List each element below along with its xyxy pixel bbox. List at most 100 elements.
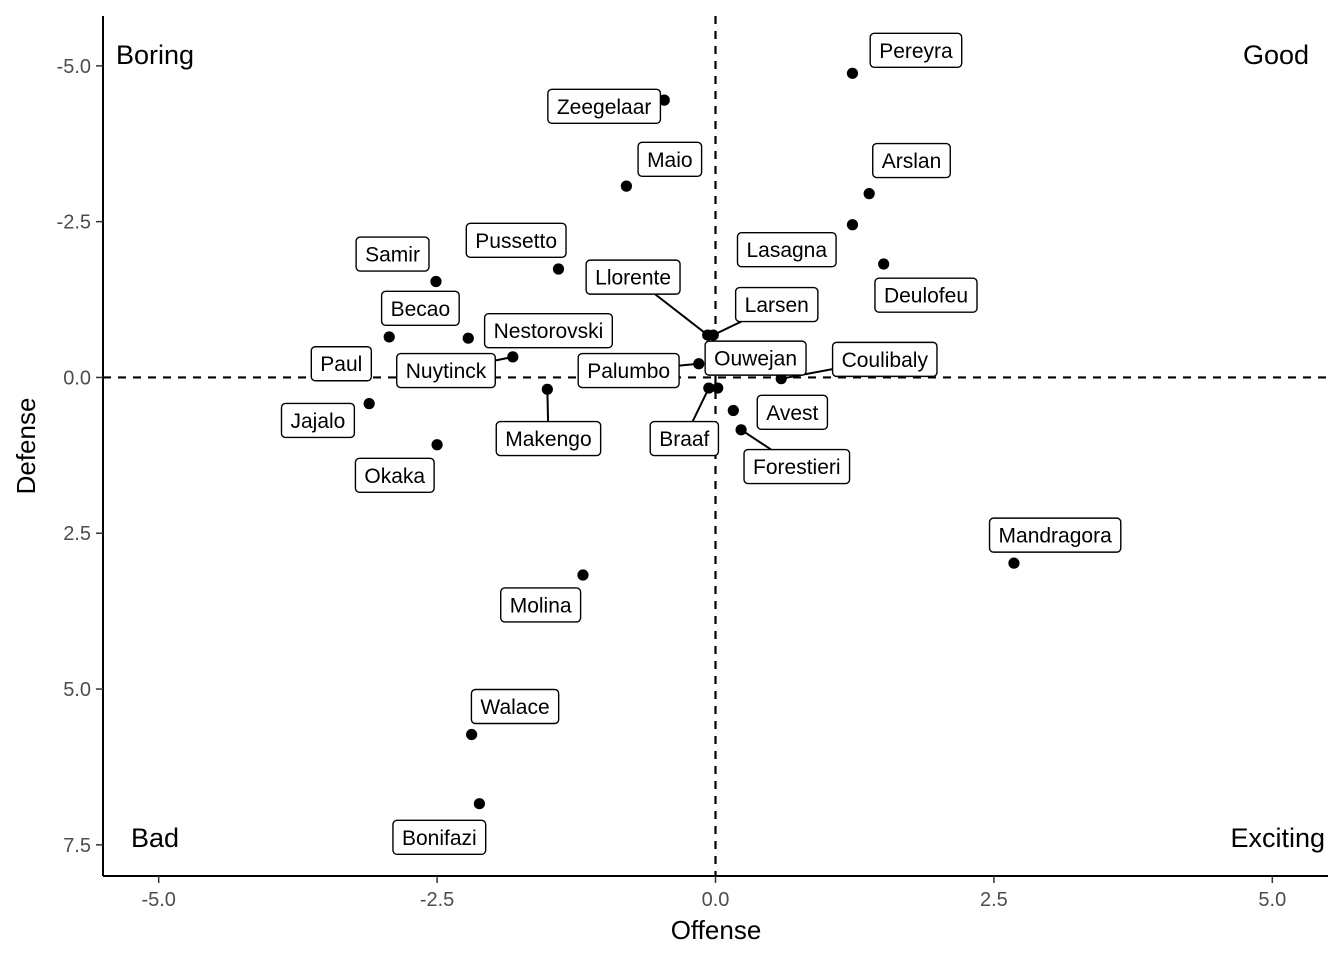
y-tick-label: 7.5 bbox=[63, 835, 91, 857]
point-label-text: Samir bbox=[365, 244, 420, 267]
point-label: Mandragora bbox=[988, 517, 1122, 553]
point-label: Zeegelaar bbox=[547, 88, 662, 125]
point-label-text: Becao bbox=[391, 298, 451, 321]
point-label-text: Avest bbox=[766, 402, 818, 425]
point-label: Deulofeu bbox=[874, 277, 978, 313]
point-label: Okaka bbox=[354, 457, 435, 493]
point-label: Makengo bbox=[495, 420, 602, 457]
point-label: Pussetto bbox=[465, 222, 567, 259]
data-point bbox=[775, 373, 787, 385]
point-label: Ouwejan bbox=[704, 340, 807, 376]
point-label-text: Lasagna bbox=[746, 239, 827, 262]
point-label: Palumbo bbox=[577, 352, 680, 389]
point-label-text: Deulofeu bbox=[884, 285, 968, 308]
point-label-box bbox=[310, 346, 373, 382]
data-point bbox=[473, 798, 486, 810]
point-label-text: Nuytinck bbox=[406, 360, 487, 383]
data-point bbox=[693, 358, 705, 370]
point-label-box bbox=[380, 290, 460, 326]
point-labels: Pereyra Zeegelaar Maio Arslan Lasagna Deulofe… bbox=[280, 32, 1122, 856]
point-label: Braaf bbox=[649, 420, 720, 457]
point-label-box bbox=[354, 457, 435, 493]
data-point bbox=[431, 439, 443, 451]
data-point bbox=[712, 382, 724, 394]
point-label: Nuytinck bbox=[396, 352, 496, 389]
point-label: Arslan bbox=[872, 142, 951, 179]
label-leader-line bbox=[740, 428, 772, 451]
data-point bbox=[620, 180, 633, 192]
data-point bbox=[430, 275, 442, 288]
point-label-box bbox=[470, 688, 560, 725]
x-axis-title: Offense bbox=[671, 915, 762, 945]
quadrant-label-bottom-left: Bad bbox=[131, 823, 179, 853]
data-point bbox=[466, 728, 478, 741]
data-point bbox=[878, 258, 890, 270]
label-leader-line bbox=[781, 368, 833, 380]
point-label-box bbox=[872, 142, 951, 179]
label-leader-line bbox=[654, 293, 709, 336]
point-label-box bbox=[392, 819, 487, 856]
point-label-box bbox=[874, 277, 978, 313]
point-label-text: Zeegelaar bbox=[557, 96, 652, 119]
x-tick-label: -5.0 bbox=[141, 889, 175, 911]
label-leader-line bbox=[691, 387, 710, 422]
point-label: Molina bbox=[500, 587, 582, 623]
point-label-text: Palumbo bbox=[587, 360, 670, 383]
point-label-text: Makengo bbox=[505, 428, 591, 451]
point-label: Samir bbox=[355, 236, 430, 272]
point-label-text: Okaka bbox=[364, 465, 425, 488]
point-label-text: Jajalo bbox=[290, 410, 345, 433]
point-label: Pereyra bbox=[869, 32, 963, 68]
data-point bbox=[462, 332, 474, 344]
point-label-text: Mandragora bbox=[999, 525, 1113, 548]
point-label-box bbox=[831, 341, 938, 378]
point-label: Maio bbox=[637, 141, 703, 178]
y-axis-title: Defense bbox=[11, 398, 41, 495]
point-label-text: Pereyra bbox=[879, 40, 953, 63]
data-point bbox=[507, 351, 519, 363]
data-point bbox=[846, 219, 859, 231]
point-label: Paul bbox=[310, 346, 373, 382]
point-label-text: Forestieri bbox=[753, 456, 841, 479]
point-label-box bbox=[585, 259, 681, 295]
point-label-box bbox=[756, 394, 829, 431]
point-label-box bbox=[869, 32, 963, 68]
point-label: Coulibaly bbox=[831, 341, 938, 378]
point-label: Forestieri bbox=[743, 448, 851, 485]
point-label-text: Bonifazi bbox=[402, 827, 477, 850]
y-tick-label: -2.5 bbox=[57, 212, 91, 234]
point-label-text: Braaf bbox=[659, 428, 709, 451]
data-point bbox=[541, 383, 553, 395]
point-label-box bbox=[547, 88, 662, 125]
point-label: Llorente bbox=[585, 259, 681, 295]
x-tick-label: 2.5 bbox=[980, 889, 1008, 911]
y-tick-label: 0.0 bbox=[63, 367, 91, 389]
point-label-box bbox=[637, 141, 703, 178]
point-label-box bbox=[577, 352, 680, 389]
point-label-box bbox=[483, 313, 614, 349]
point-label: Walace bbox=[470, 688, 560, 725]
point-label-text: Molina bbox=[510, 594, 572, 617]
data-point bbox=[707, 329, 719, 341]
y-tick-label: -5.0 bbox=[57, 56, 91, 78]
data-point bbox=[846, 67, 859, 79]
axes: -5.0 -2.5 0.0 2.5 5.0 -5.0 -2.5 0.0 2.5 5.0 7.5 bbox=[57, 16, 1328, 911]
point-label-text: Ouwejan bbox=[714, 348, 797, 371]
point-label-box bbox=[396, 352, 496, 389]
data-point bbox=[383, 331, 395, 343]
quadrant-label-top-left: Boring bbox=[116, 40, 194, 70]
point-label-box bbox=[743, 448, 851, 485]
data-point bbox=[577, 569, 589, 581]
point-label-box bbox=[500, 587, 582, 623]
point-label-text: Llorente bbox=[595, 267, 671, 290]
point-label-box bbox=[704, 340, 807, 376]
point-label-box bbox=[495, 420, 602, 457]
data-point bbox=[658, 94, 670, 106]
point-label-box bbox=[736, 231, 837, 268]
point-label-box bbox=[465, 222, 567, 259]
point-label-text: Walace bbox=[480, 696, 549, 719]
data-point bbox=[863, 188, 875, 200]
data-point bbox=[363, 398, 375, 410]
quadrant-label-top-right: Good bbox=[1243, 40, 1309, 70]
